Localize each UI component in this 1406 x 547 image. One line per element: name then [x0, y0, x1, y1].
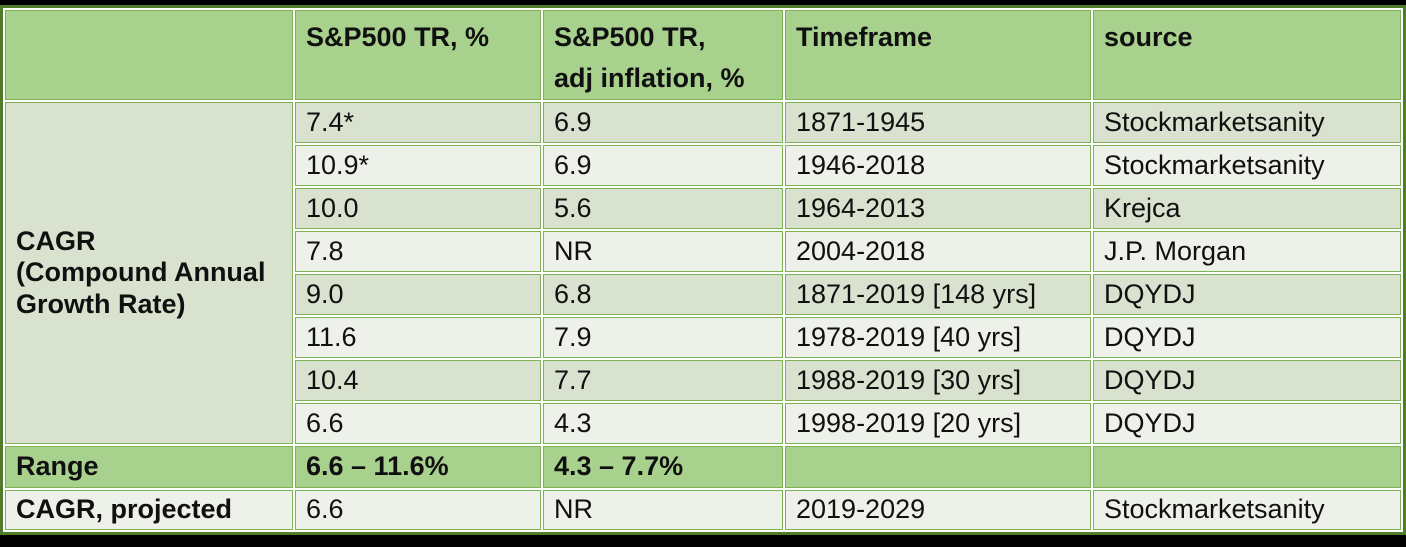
- cell-source: J.P. Morgan: [1093, 231, 1401, 272]
- cell-tr: 6.6: [295, 403, 541, 444]
- cell-source: Stockmarketsanity: [1093, 102, 1401, 143]
- header-cell-timeframe: Timeframe: [785, 10, 1091, 100]
- cell-source: Stockmarketsanity: [1093, 145, 1401, 186]
- table-row-cagr-3: 10.0 5.6 1964-2013 Krejca: [5, 188, 1401, 229]
- cell-adj: 6.8: [543, 274, 783, 315]
- cell-timeframe: 1964-2013: [785, 188, 1091, 229]
- header-row: S&P500 TR, % S&P500 TR, adj inflation, %…: [5, 10, 1401, 100]
- table-row-cagr-2: 10.9* 6.9 1946-2018 Stockmarketsanity: [5, 145, 1401, 186]
- cell-adj: 7.7: [543, 360, 783, 401]
- cell-timeframe: 1871-2019 [148 yrs]: [785, 274, 1091, 315]
- range-timeframe-empty: [785, 446, 1091, 488]
- range-label: Range: [5, 446, 293, 488]
- cell-timeframe: 1871-1945: [785, 102, 1091, 143]
- cell-source: DQYDJ: [1093, 317, 1401, 358]
- cell-timeframe: 1946-2018: [785, 145, 1091, 186]
- cell-adj: 6.9: [543, 102, 783, 143]
- cell-tr: 9.0: [295, 274, 541, 315]
- cell-timeframe: 2004-2018: [785, 231, 1091, 272]
- table-row-cagr-6: 11.6 7.9 1978-2019 [40 yrs] DQYDJ: [5, 317, 1401, 358]
- sp500-returns-table: S&P500 TR, % S&P500 TR, adj inflation, %…: [0, 5, 1406, 535]
- cagr-label-line2: (Compound Annual: [16, 257, 266, 288]
- cagr-label-line3: Growth Rate): [16, 288, 186, 319]
- projected-adj-value: NR: [543, 490, 783, 530]
- header-adj-line1: S&P500 TR,: [554, 22, 706, 52]
- table-row-cagr-7: 10.4 7.7 1988-2019 [30 yrs] DQYDJ: [5, 360, 1401, 401]
- projected-label: CAGR, projected: [5, 490, 293, 530]
- table-row-cagr-projected: CAGR, projected 6.6 NR 2019-2029 Stockma…: [5, 490, 1401, 530]
- cell-adj: 6.9: [543, 145, 783, 186]
- cell-source: DQYDJ: [1093, 360, 1401, 401]
- header-cell-empty: [5, 10, 293, 100]
- projected-timeframe: 2019-2029: [785, 490, 1091, 530]
- cell-timeframe: 1978-2019 [40 yrs]: [785, 317, 1091, 358]
- range-source-empty: [1093, 446, 1401, 488]
- range-adj-value: 4.3 – 7.7%: [543, 446, 783, 488]
- cell-source: DQYDJ: [1093, 403, 1401, 444]
- cell-adj: 7.9: [543, 317, 783, 358]
- header-cell-sp500-tr: S&P500 TR, %: [295, 10, 541, 100]
- cell-tr: 10.9*: [295, 145, 541, 186]
- cell-tr: 10.0: [295, 188, 541, 229]
- cell-tr: 7.4*: [295, 102, 541, 143]
- header-adj-line2: adj inflation, %: [554, 63, 745, 93]
- projected-source: Stockmarketsanity: [1093, 490, 1401, 530]
- table-row-cagr-8: 6.6 4.3 1998-2019 [20 yrs] DQYDJ: [5, 403, 1401, 444]
- table-row-range: Range 6.6 – 11.6% 4.3 – 7.7%: [5, 446, 1401, 488]
- cagr-label-line1: CAGR: [16, 226, 96, 257]
- cell-timeframe: 1998-2019 [20 yrs]: [785, 403, 1091, 444]
- table-row-cagr-1: CAGR (Compound Annual Growth Rate) 7.4* …: [5, 102, 1401, 444]
- cell-source: Krejca: [1093, 188, 1401, 229]
- cell-adj: 5.6: [543, 188, 783, 229]
- cell-timeframe: 1988-2019 [30 yrs]: [785, 360, 1091, 401]
- header-cell-sp500-tr-adj-inflation: S&P500 TR, adj inflation, %: [543, 10, 783, 100]
- cell-tr: 10.4: [295, 360, 541, 401]
- header-cell-source: source: [1093, 10, 1401, 100]
- table-row-cagr-4: 7.8 NR 2004-2018 J.P. Morgan: [5, 231, 1401, 272]
- cell-tr: 7.8: [295, 231, 541, 272]
- range-tr-value: 6.6 – 11.6%: [295, 446, 541, 488]
- table-row-cagr-5: 9.0 6.8 1871-2019 [148 yrs] DQYDJ: [5, 274, 1401, 315]
- row-group-label-cagr: CAGR (Compound Annual Growth Rate): [5, 102, 293, 444]
- projected-tr-value: 6.6: [295, 490, 541, 530]
- cell-adj: NR: [543, 231, 783, 272]
- cell-tr: 11.6: [295, 317, 541, 358]
- cell-source: DQYDJ: [1093, 274, 1401, 315]
- cell-adj: 4.3: [543, 403, 783, 444]
